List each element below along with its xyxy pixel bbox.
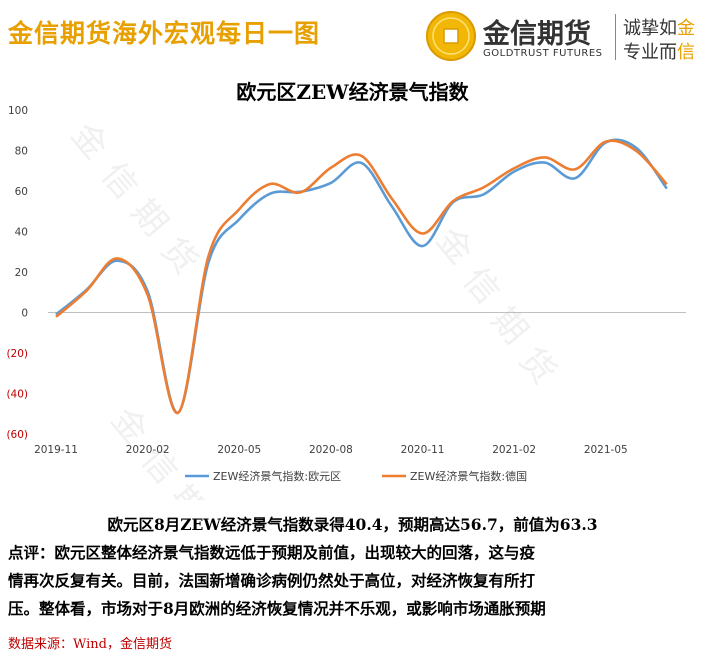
analysis-comment-line-3: 压。整体看，市场对于8月欧洲的经济恢复情况并不乐观，或影响市场通胀预期: [8, 599, 546, 618]
logo-name: 金信期货: [483, 19, 591, 50]
x-tick-label: 2020-02: [126, 444, 170, 456]
y-tick-label: 20: [15, 267, 28, 279]
watermark-qi-1: 期: [123, 192, 175, 244]
line-chart: 金 信 期 货 金 信 期 货 金 信 期 100806040200(20)(4…: [6, 105, 686, 500]
y-tick-label: 40: [15, 227, 28, 239]
slogan-line-1: 诚挚如金: [623, 18, 695, 39]
logo-english-name: GOLDTRUST FUTURES: [483, 48, 603, 59]
chart-title: 欧元区ZEW经济景气指数: [236, 80, 469, 104]
x-tick-label: 2021-05: [584, 444, 628, 456]
series-line-eurozone: [55, 138, 668, 415]
logo-divider: [615, 14, 616, 60]
watermark-jin-1: 金: [63, 115, 115, 167]
y-tick-label: 100: [8, 105, 28, 117]
x-tick-label: 2020-11: [401, 444, 445, 456]
banner-title: 金信期货海外宏观每日一图: [8, 19, 321, 48]
watermark-qi-3: 期: [161, 478, 213, 500]
analysis-comment-line-2: 情再次反复有关。目前，法国新增确诊病例仍然处于高位，对经济恢复有所打: [8, 571, 536, 590]
y-tick-label: 80: [15, 146, 28, 158]
analysis-comment-line-1: 点评：欧元区整体经济景气指数远低于预期及前值，出现较大的回落，这与疫: [8, 543, 536, 562]
y-tick-label: (40): [6, 389, 28, 401]
watermark-qi-2: 期: [483, 300, 535, 352]
legend-label: ZEW经济景气指数:欧元区: [213, 469, 341, 483]
y-tick-label: (20): [6, 348, 28, 360]
coin-logo-icon: [426, 11, 476, 61]
watermark-huo-2: 货: [511, 340, 563, 392]
brand-logo: 金信期货 GOLDTRUST FUTURES 诚挚如金 专业而信: [425, 8, 700, 64]
x-tick-label: 2019-11: [34, 444, 78, 456]
chart-axes: 100 80 60 40 20 0 (20) (40) (60) 2019-11 2020-02 20…: [6, 105, 686, 456]
y-tick-label: (60): [6, 429, 28, 441]
chart-legend: ZEW经济景气指数:欧元区 ZEW经济景气指数:德国: [185, 469, 527, 483]
analysis-headline: 欧元区8月ZEW经济景气指数录得40.4，预期高达56.7，前值为63.3: [107, 515, 598, 534]
y-tick-label: 60: [15, 186, 28, 198]
x-tick-label: 2020-08: [309, 444, 353, 456]
watermark-xin-1: 信: [93, 155, 145, 207]
slogan-line-2: 专业而信: [623, 42, 695, 63]
legend-label: ZEW经济景气指数:德国: [410, 469, 527, 483]
watermark-huo-1: 货: [153, 230, 205, 282]
watermark-xin-2: 信: [455, 260, 507, 312]
x-tick-label: 2021-02: [492, 444, 536, 456]
series-line-germany: [55, 139, 668, 415]
y-tick-label: 0: [21, 308, 28, 320]
chart-series: [55, 138, 668, 415]
x-tick-label: 2020-05: [217, 444, 261, 456]
data-source: 数据来源：Wind，金信期货: [8, 637, 172, 652]
